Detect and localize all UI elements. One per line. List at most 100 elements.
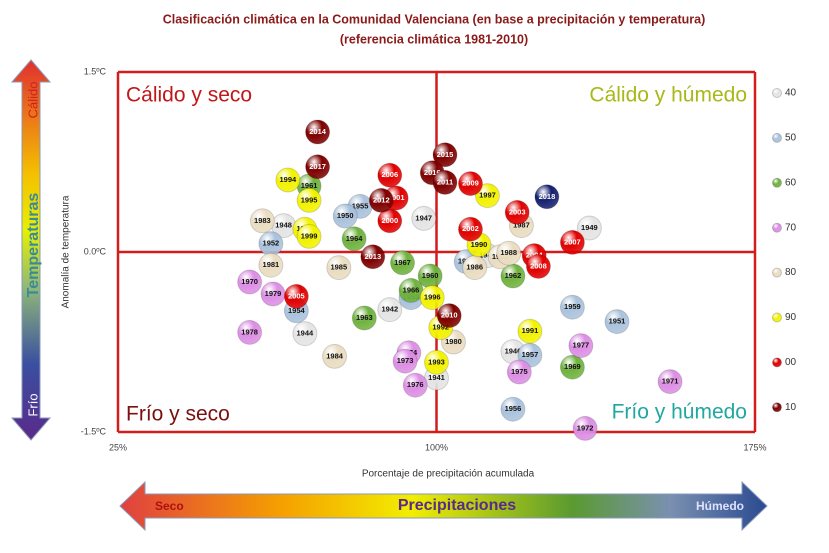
point-label: 1967 bbox=[394, 258, 411, 267]
point-label: 1943 bbox=[479, 251, 496, 260]
point-label: 2000 bbox=[381, 216, 398, 225]
point-label: 1951 bbox=[609, 317, 626, 326]
point bbox=[572, 415, 598, 441]
point-label: 1969 bbox=[564, 362, 581, 371]
point bbox=[506, 359, 532, 385]
legend-swatch bbox=[772, 177, 782, 188]
point bbox=[249, 208, 275, 234]
point bbox=[436, 303, 462, 329]
point bbox=[237, 269, 263, 295]
point-label: 1997 bbox=[479, 191, 496, 200]
point-label: 1959 bbox=[564, 302, 581, 311]
point-label: 1960 bbox=[422, 271, 439, 280]
legend-label: 10 bbox=[785, 402, 797, 413]
legend-label: 50 bbox=[785, 133, 797, 144]
point-label: 1941 bbox=[428, 373, 445, 382]
point-label: 1971 bbox=[662, 377, 679, 386]
legend-label: 40 bbox=[785, 88, 797, 99]
point-label: 2012 bbox=[373, 195, 390, 204]
point-label: 2005 bbox=[288, 291, 305, 300]
point bbox=[500, 396, 526, 422]
y-tick-label: 0.0ºC bbox=[84, 246, 107, 256]
legend-swatch bbox=[772, 312, 782, 323]
point-label: 1957 bbox=[522, 350, 539, 359]
point-label: 2003 bbox=[509, 207, 526, 216]
point-label: 2014 bbox=[309, 127, 327, 136]
point-label: 1984 bbox=[326, 351, 344, 360]
point-label: 1944 bbox=[297, 329, 315, 338]
point bbox=[525, 253, 551, 279]
point-label: 1955 bbox=[352, 201, 369, 210]
point bbox=[419, 285, 445, 311]
arrow-label: Húmedo bbox=[696, 499, 744, 513]
point bbox=[258, 252, 284, 278]
point bbox=[296, 223, 322, 249]
point-label: 1962 bbox=[505, 271, 522, 280]
point-label: 1994 bbox=[280, 175, 298, 184]
point-label: 1954 bbox=[288, 306, 306, 315]
point-label: 1964 bbox=[346, 234, 364, 243]
point bbox=[296, 187, 322, 213]
point-label: 1986 bbox=[466, 263, 483, 272]
point-label: 1978 bbox=[241, 327, 258, 336]
point bbox=[559, 294, 585, 320]
arrow-label: Seco bbox=[155, 499, 184, 513]
x-axis-title: Porcentaje de precipitación acumulada bbox=[362, 469, 535, 480]
point bbox=[351, 305, 377, 331]
arrow-label: Frío bbox=[25, 393, 40, 416]
point bbox=[292, 321, 318, 347]
point bbox=[457, 171, 483, 197]
point-label: 1946 bbox=[505, 347, 522, 356]
y-axis-title: Anomalía de temperatura bbox=[61, 195, 72, 308]
point-label: 1973 bbox=[397, 356, 414, 365]
point-label: 2017 bbox=[309, 162, 326, 171]
chart-title: Clasificación climática en la Comunidad … bbox=[163, 12, 706, 26]
point-label: 1985 bbox=[330, 263, 347, 272]
legend-label: 90 bbox=[785, 312, 797, 323]
point-label: 1977 bbox=[573, 341, 590, 350]
point-label: 1981 bbox=[263, 260, 280, 269]
point bbox=[411, 205, 437, 231]
point-label: 2016 bbox=[424, 168, 441, 177]
y-tick-label: -1.5ºC bbox=[81, 426, 107, 436]
legend-swatch bbox=[772, 88, 782, 98]
point bbox=[534, 184, 560, 210]
legend-swatch bbox=[772, 132, 782, 143]
point bbox=[360, 244, 386, 270]
quadrant-label: Cálido y seco bbox=[126, 84, 252, 107]
point bbox=[657, 369, 683, 395]
point-label: 2002 bbox=[462, 224, 479, 233]
point-label: 1993 bbox=[428, 357, 445, 366]
point bbox=[604, 309, 630, 335]
legend-label: 00 bbox=[785, 357, 797, 368]
point-label: 1983 bbox=[254, 216, 271, 225]
point bbox=[424, 349, 449, 375]
point bbox=[377, 162, 403, 188]
point-label: 1992 bbox=[432, 323, 449, 332]
legend-label: 80 bbox=[785, 267, 797, 278]
legend-label: 70 bbox=[785, 222, 797, 233]
point-label: 1949 bbox=[581, 223, 598, 232]
point bbox=[305, 154, 331, 180]
point-label: 1975 bbox=[511, 367, 528, 376]
point bbox=[402, 372, 428, 398]
point bbox=[504, 199, 530, 225]
point bbox=[237, 319, 263, 345]
point-label: 1970 bbox=[241, 277, 258, 286]
point-label: 1987 bbox=[513, 221, 530, 230]
point-label: 1947 bbox=[415, 213, 432, 222]
legend-swatch bbox=[772, 267, 782, 278]
point-label: 1999 bbox=[301, 231, 318, 240]
point-label: 2011 bbox=[437, 177, 453, 186]
point bbox=[326, 255, 352, 281]
point bbox=[368, 187, 394, 213]
chart-subtitle: (referencia climática 1981-2010) bbox=[340, 32, 528, 46]
point bbox=[517, 318, 543, 344]
point bbox=[332, 203, 358, 229]
point-label: 1995 bbox=[301, 195, 318, 204]
point-label: 1966 bbox=[403, 285, 420, 294]
point-label: 1963 bbox=[356, 313, 373, 322]
point-label: 1976 bbox=[407, 380, 424, 389]
arrow-label: Temperaturas bbox=[25, 193, 42, 298]
